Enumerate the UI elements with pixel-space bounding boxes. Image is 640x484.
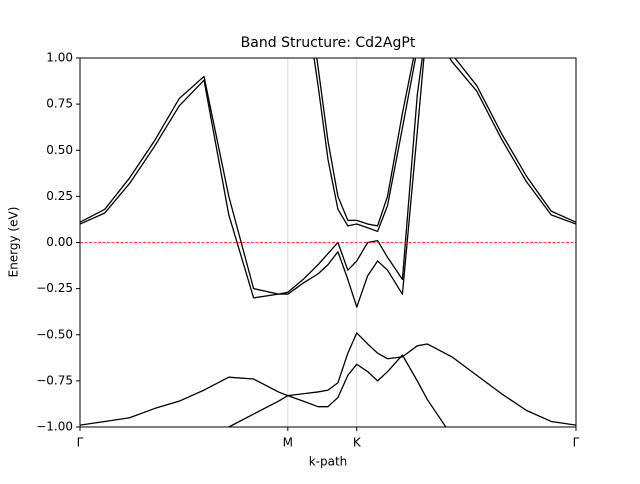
x-tick-label: Γ	[77, 436, 84, 450]
x-axis-label: k-path	[309, 455, 348, 469]
band-line	[226, 354, 447, 427]
band-line	[316, 58, 415, 227]
x-tick-label: M	[283, 436, 293, 450]
y-tick-label: −1.00	[36, 420, 73, 434]
y-tick-label: 0.25	[46, 189, 73, 203]
y-tick-label: 0.75	[46, 97, 73, 111]
band-line	[313, 58, 417, 233]
y-tick-label: 0.50	[46, 143, 73, 157]
x-tick-label: Γ	[573, 436, 580, 450]
y-tick-label: −0.25	[36, 281, 73, 295]
y-tick-label: −0.50	[36, 327, 73, 341]
band-line	[80, 332, 576, 426]
axes: −1.00 −0.75 −0.50 −0.25 0.00 0.25 0.50 0.75 1.00…	[36, 51, 579, 450]
y-axis-label: Energy (eV)	[7, 207, 21, 278]
y-tick-label: 0.00	[46, 235, 73, 249]
y-tick-label: −0.75	[36, 373, 73, 387]
band-line	[80, 58, 576, 295]
chart-title: Band Structure: Cd2AgPt	[241, 35, 416, 51]
plot-area	[80, 58, 576, 427]
band-line	[80, 58, 576, 308]
y-tick-label: 1.00	[46, 51, 73, 65]
x-tick-label: K	[353, 436, 362, 450]
